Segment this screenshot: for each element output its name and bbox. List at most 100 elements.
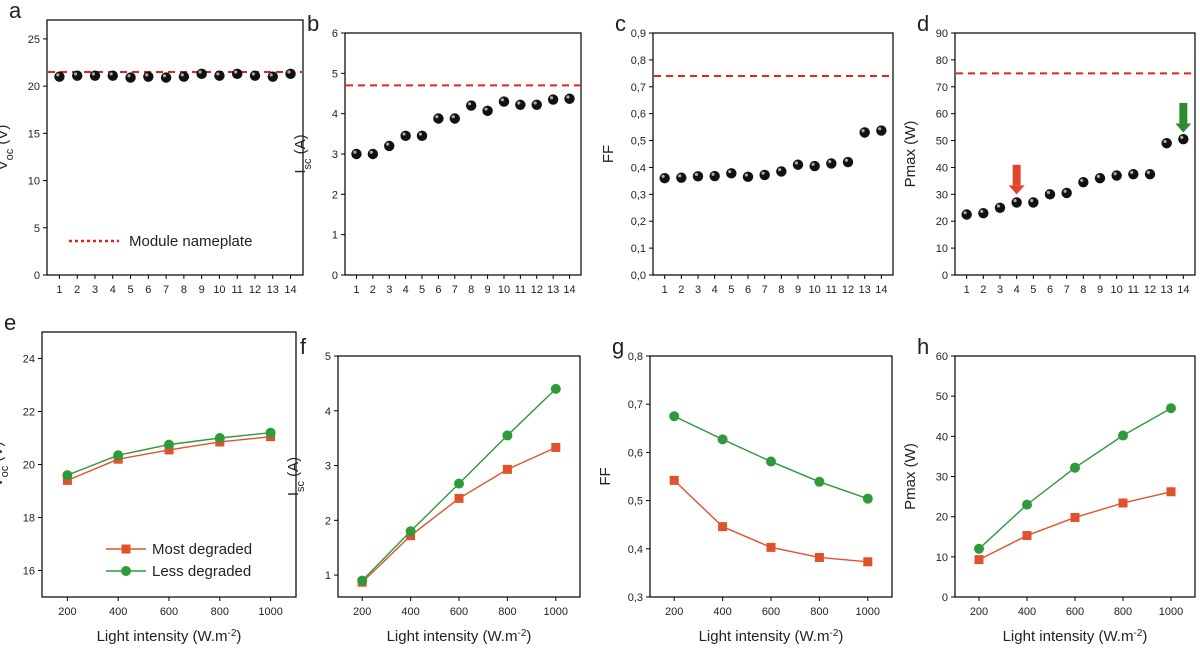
data-point-square: [502, 464, 512, 474]
y-tick-label: 80: [936, 55, 948, 67]
data-point-highlight: [91, 72, 95, 76]
data-point-square: [1022, 531, 1032, 541]
data-point: [978, 207, 989, 219]
y-tick-label: 60: [936, 109, 948, 121]
y-tick-label: 0,8: [628, 351, 643, 363]
y-tick-label: 5: [34, 223, 40, 235]
y-tick-label: 10: [936, 552, 948, 564]
y-axis-label: FF: [597, 467, 614, 485]
data-point: [400, 130, 411, 142]
data-point-highlight: [744, 173, 749, 177]
y-tick-label: 10: [936, 243, 948, 255]
x-tick-label: 2: [74, 284, 80, 296]
y-axis-label: Voc (V): [0, 125, 16, 171]
y-tick-label: 10: [28, 176, 40, 188]
data-point: [1044, 189, 1056, 200]
data-point-highlight: [162, 74, 167, 78]
data-point: [449, 113, 461, 124]
y-tick-label: 20: [28, 81, 40, 93]
data-point: [249, 70, 261, 81]
x-tick-label: 12: [1144, 284, 1156, 296]
x-tick-label: 14: [875, 284, 887, 296]
x-tick-label: 800: [498, 606, 516, 618]
data-point-highlight: [1080, 178, 1084, 183]
legend-swatch-circle: [121, 566, 131, 576]
data-point: [1061, 187, 1072, 199]
data-point: [232, 68, 243, 80]
down-arrow-icon: [1008, 185, 1025, 195]
y-tick-label: 0,6: [631, 109, 646, 121]
x-tick-label: 5: [1030, 284, 1036, 296]
down-arrow-icon: [1175, 123, 1192, 133]
x-tick-label: 7: [163, 284, 169, 296]
x-tick-label: 13: [547, 284, 559, 296]
data-point: [659, 173, 670, 184]
x-tick-label: 3: [695, 284, 701, 296]
y-tick-label: 20: [936, 216, 948, 228]
data-point: [826, 158, 837, 169]
data-point-square: [766, 542, 776, 552]
x-tick-label: 8: [1080, 284, 1086, 296]
y-axis-label: FF: [600, 145, 617, 163]
data-point-highlight: [216, 72, 220, 76]
x-tick-label: 1: [662, 284, 668, 296]
data-point-highlight: [1030, 199, 1034, 203]
series-line: [978, 491, 1172, 561]
y-tick-label: 1: [332, 230, 338, 242]
data-point: [776, 166, 787, 177]
y-tick-label: 4: [332, 109, 338, 121]
x-tick-label: 4: [712, 284, 718, 296]
x-axis-label: Light intensity (W.m-2): [1003, 628, 1148, 646]
x-tick-label: 11: [826, 284, 837, 296]
data-point-highlight: [451, 115, 455, 119]
data-point: [1028, 197, 1039, 208]
panel-letter: c: [615, 11, 626, 36]
data-point-circle: [214, 433, 225, 443]
data-point-highlight: [484, 107, 488, 111]
y-tick-label: 40: [936, 162, 948, 174]
y-tick-label: 0,7: [628, 399, 643, 411]
panel-f: f 1 2 3 4 5 200 400 600 800 1000 Isc (A) Light inten…: [285, 334, 581, 645]
x-tick-label: 6: [1047, 284, 1053, 296]
data-point-square: [1118, 498, 1128, 508]
data-point: [759, 169, 770, 181]
x-tick-label: 3: [386, 284, 392, 296]
data-point: [351, 148, 362, 160]
data-point: [1178, 134, 1189, 145]
x-tick-label: 400: [713, 606, 731, 618]
y-tick-label: 3: [325, 461, 331, 473]
data-point-highlight: [566, 95, 570, 99]
data-point: [515, 99, 526, 110]
data-point: [809, 160, 820, 172]
plot-frame: [954, 32, 1196, 276]
data-point: [547, 94, 559, 105]
data-point: [676, 172, 687, 183]
data-point-square: [718, 522, 728, 532]
panel-letter: g: [612, 334, 624, 359]
x-tick-label: 5: [419, 284, 425, 296]
data-point-square: [1070, 512, 1080, 522]
x-tick-label: 10: [498, 284, 510, 296]
legend-swatch-square: [121, 544, 131, 554]
data-point-circle: [550, 383, 561, 394]
data-point-highlight: [1063, 189, 1067, 193]
y-tick-label: 6: [332, 28, 338, 40]
x-tick-label: 1: [56, 284, 62, 296]
x-tick-label: 4: [110, 284, 116, 296]
x-tick-label: 10: [1111, 284, 1123, 296]
x-tick-label: 800: [810, 606, 828, 618]
y-tick-label: 50: [936, 391, 948, 403]
x-tick-label: 12: [531, 284, 543, 296]
data-point-highlight: [963, 211, 967, 215]
x-tick-label: 1000: [544, 606, 568, 618]
data-point: [465, 100, 477, 111]
x-tick-label: 2: [678, 284, 684, 296]
y-tick-label: 30: [936, 472, 948, 484]
x-tick-label: 5: [728, 284, 734, 296]
data-point: [214, 70, 225, 81]
x-tick-label: 7: [452, 284, 458, 296]
y-tick-label: 1: [325, 570, 331, 582]
y-tick-label: 0,0: [631, 270, 646, 282]
x-tick-label: 600: [450, 606, 468, 618]
